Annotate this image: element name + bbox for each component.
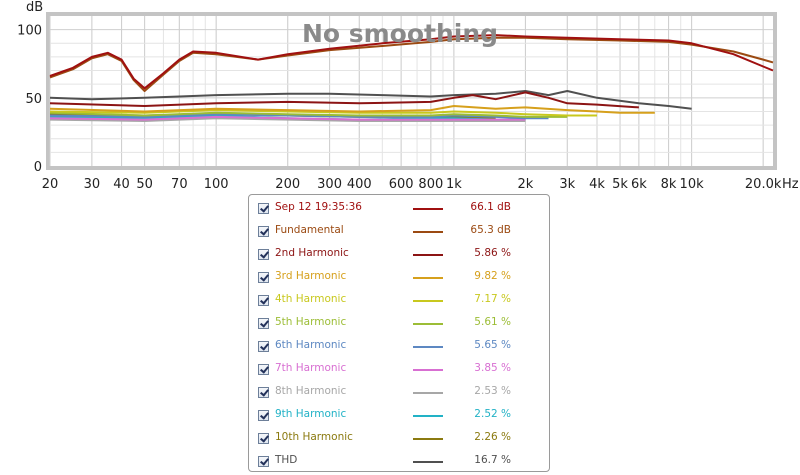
- chart-area: 20 30 40 50 70 100 200 300 400 600 800 1k 2k 3k 4k 5k 6k…: [17, 0, 799, 190]
- y-tick-label: 0: [34, 160, 42, 175]
- x-tick-label: 4k: [589, 177, 605, 190]
- x-tick-label: 10k: [680, 177, 705, 190]
- x-tick-label: 1k: [446, 177, 462, 190]
- legend-item: 8th Harmonic 2.53 %: [249, 382, 549, 405]
- legend-checkbox[interactable]: [258, 203, 269, 214]
- series-line: [49, 117, 526, 122]
- x-tick-label: 5k: [612, 177, 628, 190]
- legend-value: 65.3 dB: [470, 224, 511, 236]
- x-tick-label: 50: [136, 177, 153, 190]
- x-tick-label: 40: [113, 177, 130, 190]
- legend-item: Fundamental 65.3 dB: [249, 221, 549, 244]
- legend-swatch: [413, 438, 443, 440]
- legend-swatch: [413, 323, 443, 325]
- legend-swatch: [413, 208, 443, 210]
- legend-checkbox[interactable]: [258, 318, 269, 329]
- series-group: [49, 34, 774, 122]
- legend-swatch: [413, 254, 443, 256]
- legend-value: 9.82 %: [474, 270, 511, 282]
- legend-value: 2.52 %: [474, 408, 511, 420]
- legend-item: 4th Harmonic 7.17 %: [249, 290, 549, 313]
- legend-checkbox[interactable]: [258, 249, 269, 260]
- series-line: [49, 113, 549, 120]
- x-tick-label: 3k: [559, 177, 575, 190]
- legend-label: 9th Harmonic: [275, 408, 347, 420]
- series-line: [49, 111, 568, 118]
- legend-checkbox[interactable]: [258, 364, 269, 375]
- tick-labels: 20 30 40 50 70 100 200 300 400 600 800 1k 2k 3k 4k 5k 6k…: [17, 24, 782, 190]
- chart-title: No smoothing: [302, 19, 498, 48]
- legend-value: 5.86 %: [474, 247, 511, 259]
- legend-item: 2nd Harmonic 5.86 %: [249, 244, 549, 267]
- legend: Sep 12 19:35:36 66.1 dB Fundamental 65.3 dB…: [248, 194, 550, 472]
- legend-label: 5th Harmonic: [275, 316, 347, 328]
- series-line: [49, 115, 526, 121]
- legend-checkbox[interactable]: [258, 410, 269, 421]
- legend-label: 7th Harmonic: [275, 362, 347, 374]
- legend-item: 9th Harmonic 2.52 %: [249, 405, 549, 428]
- legend-checkbox[interactable]: [258, 433, 269, 444]
- x-axis-unit: Hz: [782, 177, 799, 190]
- legend-value: 2.26 %: [474, 431, 511, 443]
- x-tick-label: 20: [42, 177, 59, 190]
- legend-label: 8th Harmonic: [275, 385, 347, 397]
- legend-item: THD 16.7 %: [249, 451, 549, 474]
- series-line: [49, 90, 692, 110]
- legend-value: 7.17 %: [474, 293, 511, 305]
- legend-value: 5.65 %: [474, 339, 511, 351]
- y-tick-label: 100: [17, 24, 42, 39]
- legend-value: 3.85 %: [474, 362, 511, 374]
- legend-label: Sep 12 19:35:36: [275, 201, 362, 213]
- legend-swatch: [413, 277, 443, 279]
- legend-label: 3rd Harmonic: [275, 270, 347, 282]
- legend-swatch: [413, 461, 443, 463]
- legend-label: THD: [275, 454, 298, 466]
- legend-item: 6th Harmonic 5.65 %: [249, 336, 549, 359]
- legend-checkbox[interactable]: [258, 272, 269, 283]
- x-tick-label: 200: [275, 177, 300, 190]
- y-tick-label: 50: [25, 92, 42, 107]
- legend-label: Fundamental: [275, 224, 344, 236]
- legend-checkbox[interactable]: [258, 387, 269, 398]
- x-tick-label: 30: [84, 177, 101, 190]
- legend-swatch: [413, 392, 443, 394]
- series-line: [49, 105, 655, 114]
- x-tick-label: 20.0k: [745, 177, 782, 190]
- legend-value: 2.53 %: [474, 385, 511, 397]
- legend-checkbox[interactable]: [258, 456, 269, 467]
- x-tick-label: 70: [171, 177, 188, 190]
- legend-value: 66.1 dB: [470, 201, 511, 213]
- x-tick-label: 600: [389, 177, 414, 190]
- legend-label: 2nd Harmonic: [275, 247, 349, 259]
- legend-item: 3rd Harmonic 9.82 %: [249, 267, 549, 290]
- legend-item: 5th Harmonic 5.61 %: [249, 313, 549, 336]
- x-tick-label: 400: [347, 177, 372, 190]
- x-tick-label: 800: [418, 177, 443, 190]
- series-line: [49, 109, 597, 117]
- x-tick-label: 8k: [661, 177, 677, 190]
- legend-swatch: [413, 231, 443, 233]
- legend-checkbox[interactable]: [258, 341, 269, 352]
- legend-swatch: [413, 300, 443, 302]
- series-line: [49, 34, 774, 90]
- legend-item: 10th Harmonic 2.26 %: [249, 428, 549, 451]
- legend-swatch: [413, 369, 443, 371]
- x-tick-label: 6k: [631, 177, 647, 190]
- legend-checkbox[interactable]: [258, 295, 269, 306]
- legend-checkbox[interactable]: [258, 226, 269, 237]
- x-tick-label: 100: [204, 177, 229, 190]
- legend-swatch: [413, 415, 443, 417]
- y-axis-label: dB: [26, 0, 43, 15]
- series-line: [49, 91, 639, 109]
- legend-label: 10th Harmonic: [275, 431, 353, 443]
- x-tick-label: 300: [317, 177, 342, 190]
- legend-value: 5.61 %: [474, 316, 511, 328]
- legend-item: 7th Harmonic 3.85 %: [249, 359, 549, 382]
- legend-label: 6th Harmonic: [275, 339, 347, 351]
- x-tick-label: 2k: [518, 177, 534, 190]
- legend-item: Sep 12 19:35:36 66.1 dB: [249, 198, 549, 221]
- legend-value: 16.7 %: [474, 454, 511, 466]
- legend-label: 4th Harmonic: [275, 293, 347, 305]
- legend-swatch: [413, 346, 443, 348]
